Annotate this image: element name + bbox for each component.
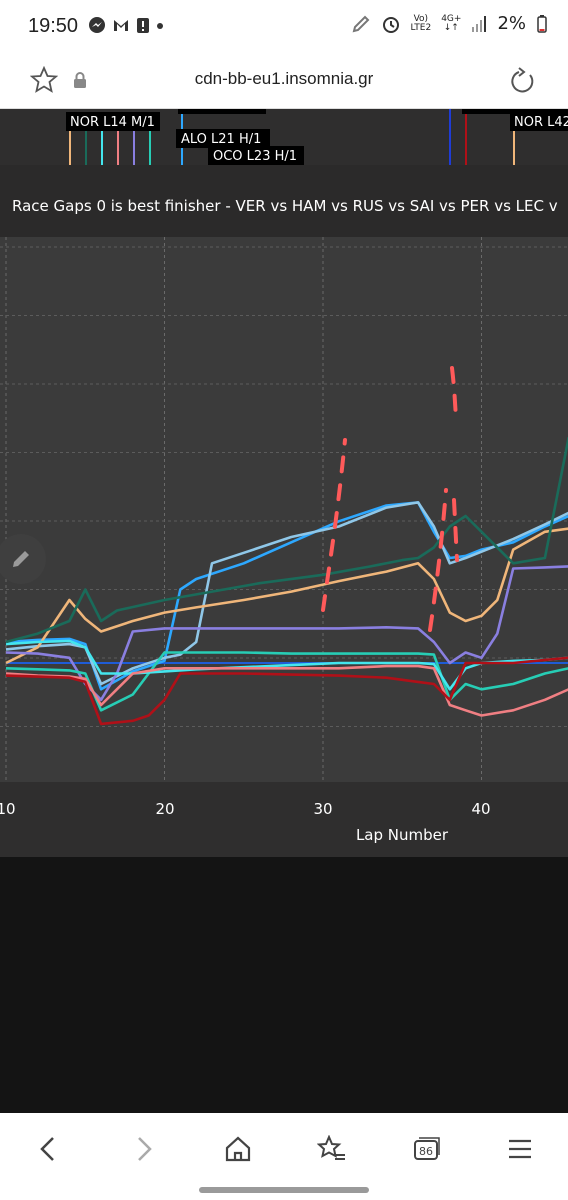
x-tick-10: 10 (0, 800, 16, 818)
star-outline-icon (30, 66, 58, 93)
tabs-icon: 86 (414, 1137, 440, 1160)
bookmarks-button[interactable] (312, 1129, 352, 1169)
battery-percent: 2% (497, 13, 526, 34)
browser-address-bar: cdn-bb-eu1.insomnia.gr (0, 52, 568, 109)
x-tick-30: 30 (313, 800, 332, 818)
annotation-mark-1 (428, 488, 448, 632)
alert-icon (137, 18, 149, 33)
x-tick-40: 40 (471, 800, 490, 818)
annotation-mark-3 (452, 498, 459, 562)
annotation-mark-0 (321, 438, 347, 612)
status-time: 19:50 (28, 15, 79, 37)
forward-button[interactable] (124, 1129, 164, 1169)
chart-title: Race Gaps 0 is best finisher - VER vs HA… (12, 197, 558, 215)
hamburger-menu-icon (509, 1139, 531, 1159)
network-indicator: Vo) LTE2 (410, 13, 432, 33)
back-button[interactable] (28, 1129, 68, 1169)
series-line-4 (5, 565, 568, 702)
notification-icons (88, 16, 164, 34)
edit-button[interactable] (0, 534, 46, 584)
url-text[interactable]: cdn-bb-eu1.insomnia.gr (194, 69, 374, 88)
battery-icon (537, 14, 547, 33)
chart-title-band: Race Gaps 0 is best finisher - VER vs HA… (0, 165, 568, 237)
signal-icon (472, 15, 487, 32)
series-line-9 (5, 437, 568, 644)
pit-label-nor-l14: NOR L14 M/1 (70, 115, 155, 130)
reload-button[interactable] (506, 64, 540, 98)
edit-pencil-icon (352, 15, 369, 32)
status-bar: 19:50 Vo) LTE2 4G+ ↓↑ 2% (0, 0, 568, 52)
gesture-handle (199, 1187, 369, 1193)
series-line-5 (5, 651, 568, 712)
pit-label-nor-l42: NOR L42 (514, 115, 568, 130)
messenger-icon (89, 17, 105, 33)
back-arrow-icon (40, 1137, 54, 1161)
pit-label-strip: NOR L14 M/1 ALO L21 H/1 OCO L23 H/1 NOR … (66, 109, 568, 165)
network-top: Vo) (413, 13, 429, 24)
browser-bottom-nav: 86 (0, 1113, 568, 1200)
pit-label-alo-l21: ALO L21 H/1 (181, 132, 261, 147)
series-line-3 (5, 527, 568, 665)
reload-icon (511, 67, 534, 93)
status-right: Vo) LTE2 4G+ ↓↑ 2% (351, 13, 549, 34)
race-gaps-chart[interactable] (0, 237, 568, 782)
chart-title-svg: Race Gaps 0 is best finisher - VER vs HA… (12, 197, 558, 215)
gmail-icon (114, 20, 128, 31)
tab-count: 86 (419, 1145, 433, 1158)
series-line-2 (5, 501, 568, 686)
network-bottom: LTE2 (410, 22, 432, 33)
data-indicator: 4G+ ↓↑ (441, 13, 462, 33)
x-axis-label: Lap Number (356, 826, 449, 844)
bookmark-star-button[interactable] (28, 64, 60, 96)
chart-plot (0, 237, 568, 782)
more-dot-icon (157, 23, 163, 29)
annotation-mark-2 (450, 366, 458, 422)
x-tick-20: 20 (155, 800, 174, 818)
alarm-icon (382, 16, 399, 33)
menu-button[interactable] (500, 1129, 540, 1169)
web-content[interactable]: NOR L14 M/1 ALO L21 H/1 OCO L23 H/1 NOR … (0, 109, 568, 857)
series-line-8 (5, 656, 568, 726)
pencil-icon (13, 551, 29, 567)
bookmarks-star-icon (317, 1135, 345, 1160)
series-line-7 (5, 664, 568, 717)
tabs-button[interactable]: 86 (406, 1129, 446, 1169)
lock-icon (70, 70, 90, 90)
network-mid: 4G+ (441, 13, 462, 24)
pit-label-oco-l23: OCO L23 H/1 (213, 149, 297, 164)
x-axis-area: 10 20 30 40 Lap Number (0, 800, 491, 844)
forward-arrow-icon (138, 1137, 152, 1161)
home-button[interactable] (218, 1129, 258, 1169)
data-arrows-icon: ↓↑ (443, 22, 459, 33)
home-icon (225, 1136, 251, 1162)
